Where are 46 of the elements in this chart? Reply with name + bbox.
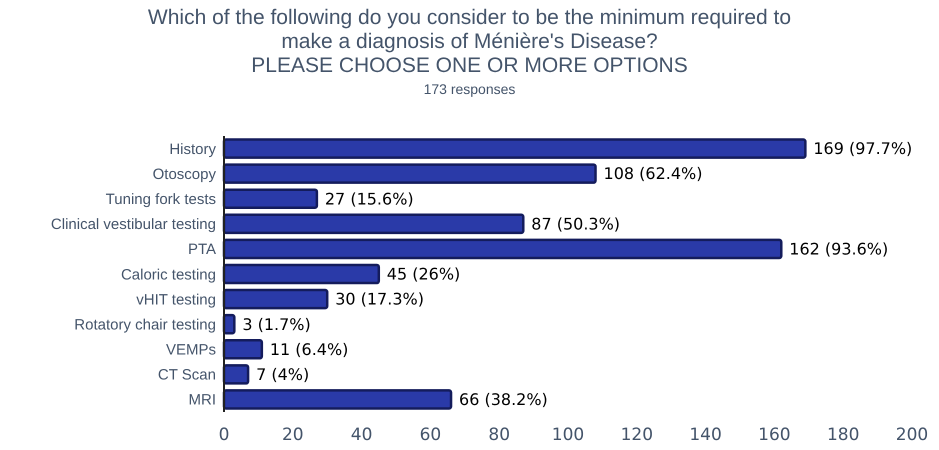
- data-label: 27 (15.6%): [324, 189, 414, 208]
- bar: [222, 389, 452, 410]
- x-tick-label: 120: [620, 425, 654, 445]
- y-tick-label: PTA: [188, 241, 216, 258]
- x-tick-label: 100: [552, 425, 584, 445]
- y-tick-label: MRI: [188, 392, 216, 409]
- y-tick-label: Caloric testing: [120, 266, 216, 284]
- bar: [222, 238, 783, 260]
- data-label: 108 (62.4%): [604, 164, 702, 184]
- y-tick-label: VEMPs: [166, 342, 216, 359]
- x-tick-label: 40: [350, 425, 372, 445]
- data-label: 3 (1.7%): [242, 314, 311, 334]
- x-tick-label: 140: [689, 425, 722, 445]
- data-label: 45 (26%): [386, 264, 460, 284]
- x-tick-label: 60: [420, 425, 442, 445]
- data-label: 87 (50.3%): [531, 214, 620, 234]
- x-tick-label: 0: [218, 425, 230, 445]
- x-tick-label: 160: [758, 425, 791, 445]
- data-label: 169 (97.7%): [813, 139, 912, 158]
- y-tick-label: Clinical vestibular testing: [50, 216, 216, 234]
- chart-subtitle: PLEASE CHOOSE ONE OR MORE OPTIONS: [251, 54, 688, 77]
- bar: [222, 338, 264, 360]
- bar: [222, 364, 250, 385]
- y-tick-label: Otoscopy: [152, 166, 216, 183]
- data-label: 162 (93.6%): [789, 240, 888, 259]
- bar: [222, 264, 380, 284]
- x-tick-label: 20: [282, 425, 304, 445]
- text: 173 responses: [424, 81, 516, 97]
- x-tick-label: 80: [488, 425, 510, 445]
- bar: [222, 188, 318, 210]
- bar: [222, 163, 597, 184]
- x-tick-label: 180: [826, 425, 860, 445]
- chart-title: Which of the following do you consider to be the minimum required to make a diagnosis of Ménière's Disease?: [148, 6, 792, 53]
- y-tick-label: Rotatory chair testing: [74, 316, 216, 334]
- data-label: 30 (17.3%): [335, 290, 424, 309]
- data-label: 7 (4%): [256, 364, 310, 384]
- bar: [222, 138, 807, 159]
- y-tick-label: History: [169, 140, 216, 158]
- x-tick-label: 200: [896, 425, 928, 445]
- y-tick-label: Tuning fork tests: [106, 190, 216, 208]
- bar: [222, 288, 328, 310]
- data-label: 11 (6.4%): [270, 340, 348, 359]
- y-tick-label: vHIT testing: [136, 291, 216, 308]
- data-label: 66 (38.2%): [459, 390, 548, 410]
- y-tick-label: CT Scan: [158, 366, 216, 384]
- bar: [222, 214, 525, 234]
